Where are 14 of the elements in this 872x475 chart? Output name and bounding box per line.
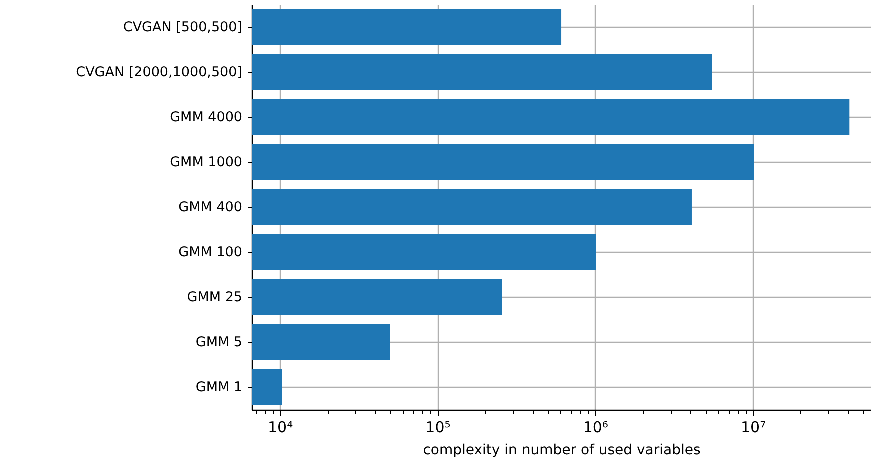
x-tick-label: 10⁶ — [583, 418, 608, 436]
x-tick-label: 10⁴ — [268, 418, 294, 436]
y-tick-label: GMM 100 — [178, 244, 242, 260]
y-tick-label: GMM 400 — [178, 200, 242, 216]
x-tick-label: 10⁷ — [740, 418, 766, 436]
y-tick-label: GMM 1 — [196, 380, 242, 396]
y-tick-label: GMM 5 — [196, 334, 242, 350]
x-axis-title: complexity in number of used variables — [423, 442, 701, 458]
y-tick-label: GMM 1000 — [170, 154, 242, 170]
y-tick-label: CVGAN [500,500] — [123, 20, 242, 36]
x-tick-label: 10⁵ — [426, 418, 451, 436]
y-tick-label: GMM 25 — [187, 290, 242, 306]
y-tick-label: CVGAN [2000,1000,500] — [76, 64, 242, 80]
y-tick-label: GMM 4000 — [170, 110, 242, 126]
